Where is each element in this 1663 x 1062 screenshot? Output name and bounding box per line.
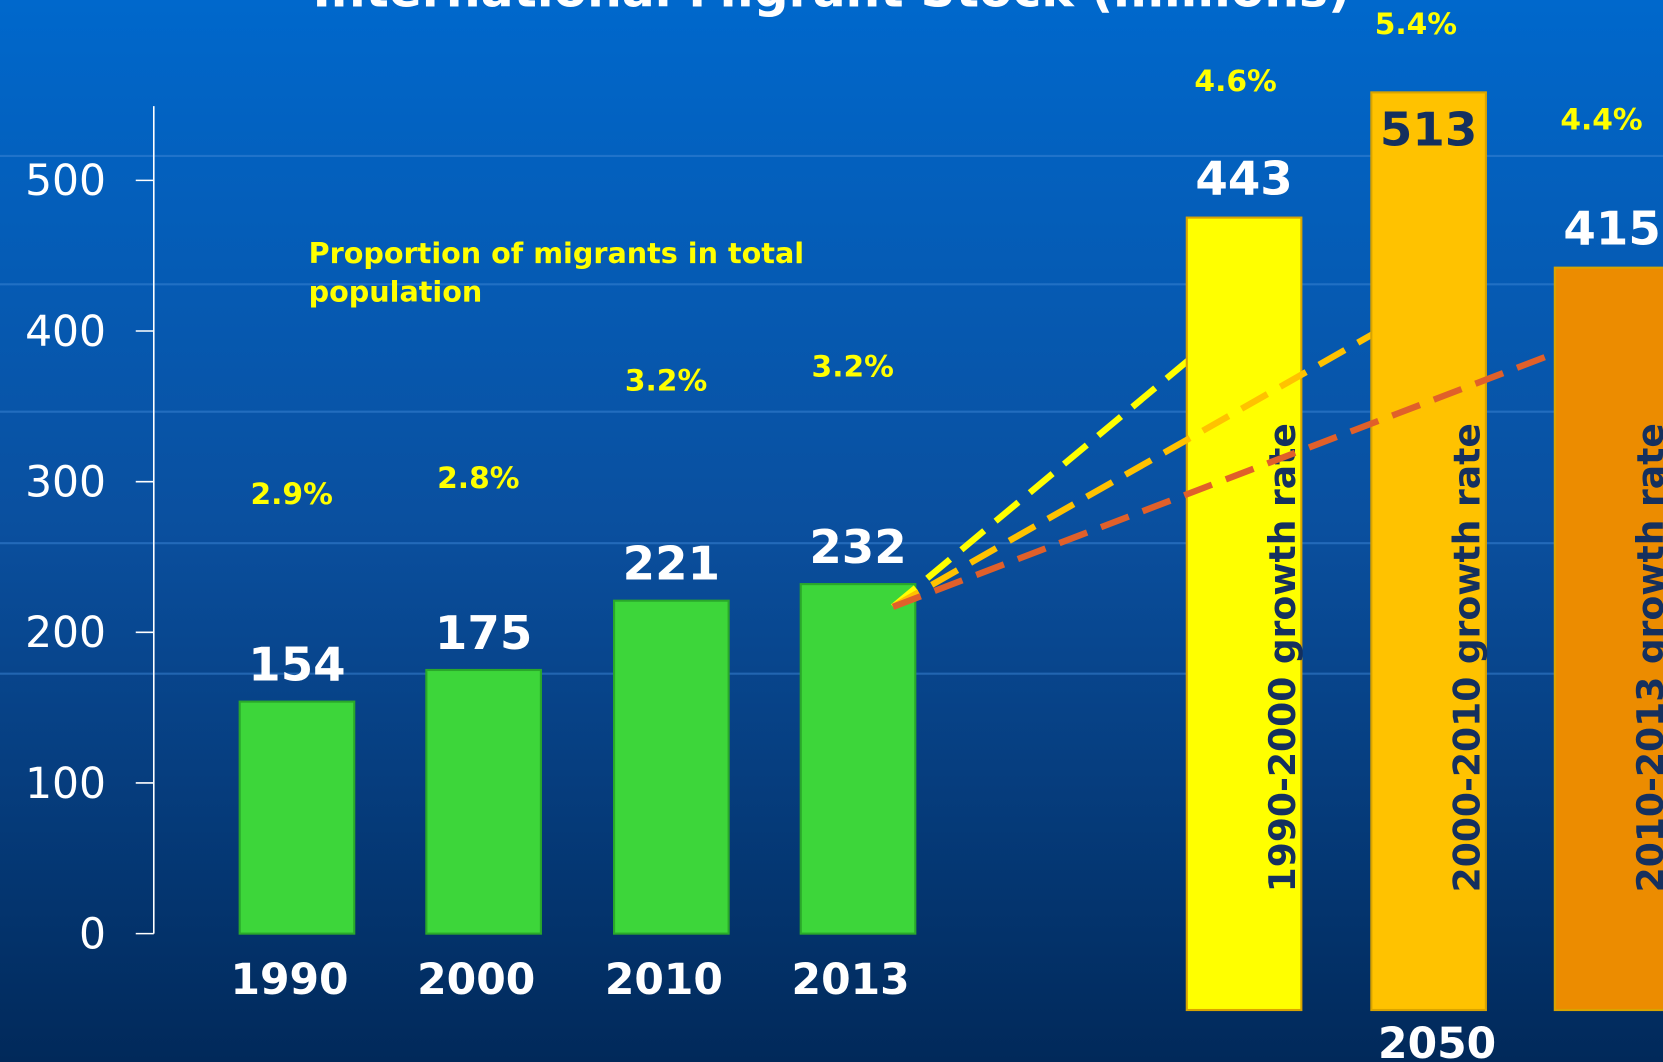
- proportion-label: 3.2%: [625, 363, 707, 398]
- bar: [238, 700, 356, 935]
- series-label: 2010-2013 growth rate: [1630, 423, 1663, 892]
- bar: [425, 668, 542, 935]
- y-tick-label: 400: [25, 308, 106, 357]
- growth-line: [891, 285, 1455, 610]
- y-tick-label: 200: [25, 609, 106, 658]
- y-tick-label: 100: [25, 760, 106, 809]
- chart-title: International Migrant Stock (millions): [313, 0, 1351, 18]
- value-label: 175: [435, 607, 532, 661]
- value-label: 154: [248, 638, 345, 692]
- annotation-line: Proportion of migrants in total: [309, 236, 804, 270]
- y-tick-label: 300: [25, 459, 106, 508]
- value-label: 415: [1563, 202, 1660, 256]
- x-tick-label: 2000: [417, 956, 535, 1005]
- bar: [613, 599, 730, 935]
- projection-bar: [1185, 216, 1303, 1012]
- series-label: 2000-2010 growth rate: [1447, 423, 1489, 892]
- series-label: 1990-2000 growth rate: [1262, 423, 1304, 892]
- proportion-label: 4.4%: [1560, 102, 1642, 137]
- value-label: 221: [623, 537, 720, 591]
- value-label: 443: [1195, 152, 1292, 206]
- x-tick-label: 1990: [231, 956, 349, 1005]
- x-tick-label: 2013: [792, 956, 910, 1005]
- value-label: 232: [809, 521, 906, 575]
- value-label: 513: [1380, 103, 1477, 157]
- projection-bar: [1370, 91, 1487, 1012]
- proportion-label: 2.9%: [250, 477, 332, 512]
- proportion-label: 3.2%: [812, 350, 894, 385]
- x-tick-label: 2050: [1378, 1020, 1496, 1062]
- x-tick-label: 2010: [605, 956, 723, 1005]
- projection-bar: [1553, 266, 1663, 1012]
- y-tick-label: 500: [25, 157, 106, 206]
- proportion-label: 4.6%: [1194, 64, 1276, 99]
- y-tick-label: 0: [79, 910, 106, 959]
- proportion-label: 2.8%: [437, 461, 519, 496]
- proportion-label: 5.4%: [1375, 7, 1457, 42]
- bar: [799, 583, 917, 935]
- annotation: Proportion of migrants in total populatio…: [309, 236, 804, 308]
- growth-line: [891, 336, 1593, 610]
- annotation-line: population: [309, 274, 483, 308]
- growth-line: [890, 358, 1190, 610]
